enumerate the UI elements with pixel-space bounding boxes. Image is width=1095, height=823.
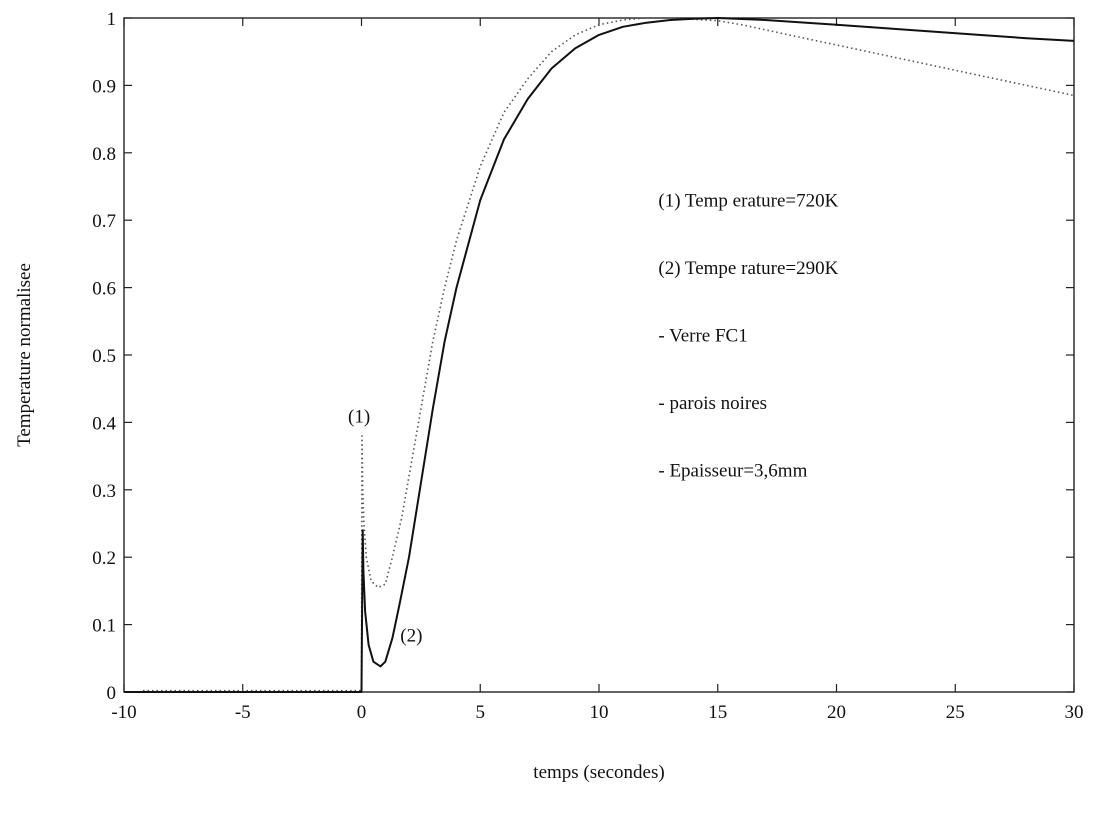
y-tick-label: 1 xyxy=(107,9,117,30)
annotation: - parois noires xyxy=(658,393,767,414)
y-tick-label: 0.8 xyxy=(92,144,116,165)
y-tick-label: 0.1 xyxy=(92,616,116,637)
x-tick-label: -10 xyxy=(111,702,136,723)
annotation: - Verre FC1 xyxy=(658,326,747,347)
y-tick-label: 0.6 xyxy=(92,279,116,300)
series-line-1 xyxy=(143,17,1075,692)
x-tick-label: 30 xyxy=(1065,702,1084,723)
annotation: - Epaisseur=3,6mm xyxy=(658,460,807,481)
y-tick-label: 0.7 xyxy=(92,211,116,232)
annotation: (1) Temp erature=720K xyxy=(658,191,838,212)
y-tick-label: 0.3 xyxy=(92,481,116,502)
x-tick-label: 0 xyxy=(357,702,367,723)
y-tick-label: 0.5 xyxy=(92,346,116,367)
x-tick-label: 5 xyxy=(476,702,486,723)
x-axis-label: temps (secondes) xyxy=(533,762,664,783)
series-line-2 xyxy=(124,17,1075,693)
plot-frame xyxy=(123,17,1075,693)
y-tick-label: 0 xyxy=(107,683,117,704)
x-tick-label: 10 xyxy=(590,702,609,723)
curve-label: (1) xyxy=(348,406,370,427)
x-tick-label: -5 xyxy=(235,702,251,723)
x-tick-label: 20 xyxy=(827,702,846,723)
x-tick-label: 25 xyxy=(946,702,965,723)
y-tick-label: 0.9 xyxy=(92,76,116,97)
annotation: (2) Tempe rature=290K xyxy=(658,258,838,279)
y-tick-label: 0.4 xyxy=(92,413,116,434)
y-axis-label: Temperature normalisee xyxy=(14,263,35,447)
curve-label: (2) xyxy=(400,625,422,646)
y-tick-label: 0.2 xyxy=(92,548,116,569)
x-tick-label: 15 xyxy=(708,702,727,723)
